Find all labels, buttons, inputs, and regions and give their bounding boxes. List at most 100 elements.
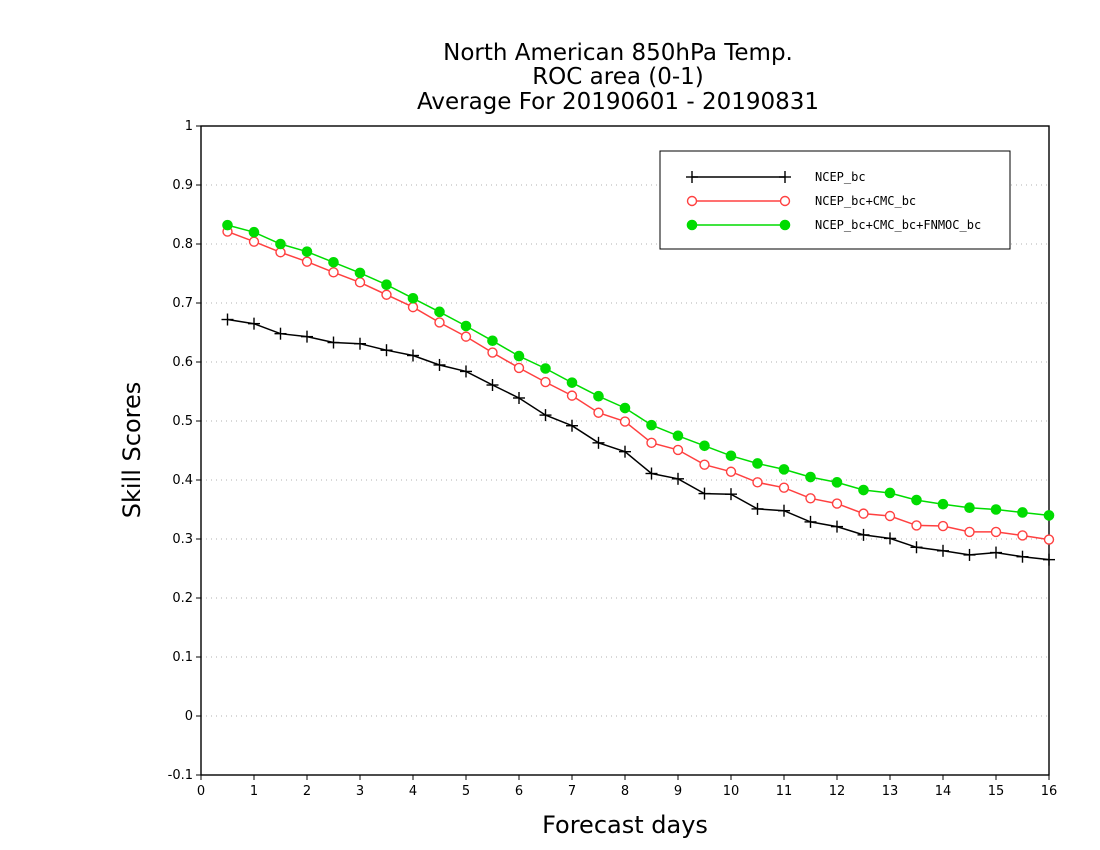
data-point	[540, 363, 551, 374]
data-point	[725, 488, 737, 501]
data-point	[937, 544, 949, 557]
x-tick-label: 16	[1041, 784, 1058, 799]
legend-marker	[779, 171, 791, 183]
y-tick-label: 0.7	[172, 296, 193, 311]
data-point	[328, 267, 339, 278]
data-point	[778, 464, 790, 475]
data-point	[460, 331, 472, 342]
data-point	[884, 510, 896, 522]
data-point	[301, 256, 313, 267]
data-point	[1043, 510, 1055, 521]
data-point	[698, 487, 711, 500]
data-point	[566, 419, 578, 432]
data-point	[911, 520, 922, 531]
data-point	[963, 548, 976, 561]
data-point	[857, 528, 870, 541]
data-point	[593, 390, 604, 402]
data-point	[646, 437, 657, 449]
x-tick-label: 6	[515, 784, 523, 799]
chart-title: North American 850hPa Temp. ROC area (0-…	[417, 40, 819, 115]
data-point	[407, 301, 419, 313]
data-point	[937, 498, 949, 510]
data-point	[301, 246, 313, 257]
data-point	[964, 526, 975, 538]
x-axis-label: Forecast days	[542, 811, 708, 839]
data-point	[990, 504, 1002, 515]
data-point	[990, 546, 1002, 559]
title-line-2: ROC area (0-1)	[532, 64, 704, 90]
data-point	[1016, 550, 1029, 563]
legend-label: NCEP_bc+CMC_bc	[815, 194, 916, 208]
data-point	[274, 327, 287, 340]
data-point	[805, 471, 816, 483]
data-point	[434, 306, 445, 318]
y-tick-label: 0.8	[172, 237, 193, 252]
data-point	[964, 502, 975, 514]
data-point	[354, 277, 366, 288]
data-point	[328, 256, 339, 268]
legend-marker	[779, 219, 791, 231]
data-point	[911, 494, 922, 506]
y-tick-label: -0.1	[168, 768, 193, 783]
y-tick-label: 0	[185, 709, 193, 724]
y-tick-label: 0.2	[172, 591, 193, 606]
data-point	[1043, 534, 1055, 545]
data-point	[539, 409, 552, 422]
data-point	[592, 436, 605, 449]
series-layer	[221, 219, 1055, 566]
data-point	[566, 377, 578, 388]
data-point	[1043, 553, 1055, 566]
legend-label: NCEP_bc+CMC_bc+FNMOC_bc	[815, 218, 981, 232]
data-point	[752, 477, 763, 488]
data-point	[672, 430, 684, 442]
data-point	[407, 349, 419, 362]
x-tick-label: 1	[250, 784, 258, 799]
title-line-3: Average For 20190601 - 20190831	[417, 89, 819, 115]
data-point	[381, 289, 392, 300]
data-point	[619, 416, 631, 427]
series-line	[227, 230, 1050, 541]
data-point	[327, 336, 340, 349]
data-point	[831, 477, 843, 488]
data-point	[884, 532, 896, 545]
legend-item: NCEP_bc+CMC_bc	[686, 194, 916, 208]
x-tick-label: 12	[829, 784, 846, 799]
data-point	[858, 484, 869, 496]
data-point	[513, 362, 525, 374]
data-point	[593, 407, 604, 418]
data-point	[699, 459, 710, 470]
title-line-1: North American 850hPa Temp.	[443, 40, 793, 66]
y-tick-label: 0.1	[172, 650, 193, 665]
legend-marker	[686, 195, 698, 207]
data-point	[1017, 530, 1028, 541]
data-point	[990, 526, 1002, 538]
data-point	[725, 450, 737, 462]
x-tick-label: 4	[409, 784, 417, 799]
series-1	[221, 313, 1055, 566]
data-point	[619, 445, 631, 458]
legend-item: NCEP_bc+CMC_bc+FNMOC_bc	[686, 218, 981, 232]
y-axis-label: Skill Scores	[118, 382, 146, 519]
data-point	[380, 344, 393, 357]
data-point	[248, 226, 260, 238]
series-line	[227, 224, 1050, 517]
data-point	[460, 320, 472, 332]
y-tick-label: 0.6	[172, 355, 193, 370]
data-point	[222, 219, 233, 231]
x-tick-label: 15	[988, 784, 1005, 799]
x-tick-label: 5	[462, 784, 470, 799]
x-tick-label: 9	[674, 784, 682, 799]
x-axis: 0 1 2 3 4 5 6 7 8 9 10 11 12 13 14 15 16	[197, 775, 1057, 799]
data-point	[513, 391, 525, 404]
data-point	[804, 515, 817, 528]
data-point	[910, 541, 923, 554]
data-point	[487, 347, 498, 358]
legend-box	[659, 150, 1011, 250]
data-point	[778, 482, 790, 493]
legend: NCEP_bc NCEP_bc+CMC_bc NCEP_bc+CMC_bc+FNMO…	[659, 150, 1011, 250]
data-point	[248, 236, 260, 247]
legend-marker	[779, 195, 791, 207]
legend-item: NCEP_bc	[686, 170, 866, 184]
data-point	[354, 267, 366, 279]
